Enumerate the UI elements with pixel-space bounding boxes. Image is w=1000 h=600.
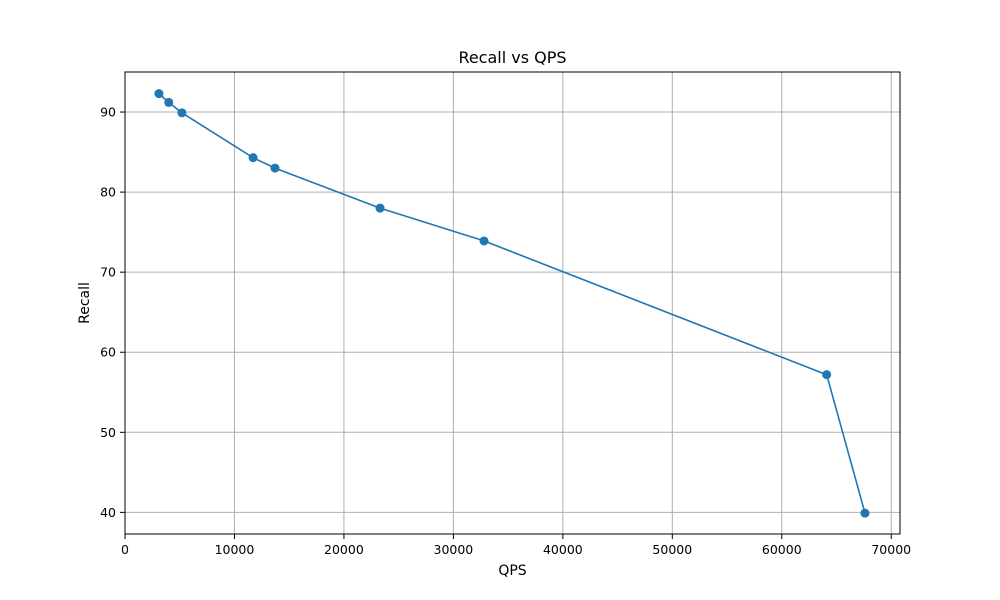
data-point bbox=[822, 370, 832, 380]
data-point bbox=[270, 163, 280, 173]
data-point bbox=[248, 153, 258, 163]
y-tick-label: 50 bbox=[100, 425, 116, 440]
data-point bbox=[177, 108, 187, 118]
y-tick-label: 70 bbox=[100, 265, 116, 280]
y-tick-label: 60 bbox=[100, 345, 116, 360]
data-point bbox=[164, 97, 174, 107]
x-axis-label: QPS bbox=[498, 563, 526, 579]
y-axis-label: Recall bbox=[77, 282, 93, 324]
data-point bbox=[154, 89, 164, 99]
x-tick-label: 20000 bbox=[324, 542, 364, 557]
data-point bbox=[375, 203, 385, 213]
x-tick-label: 10000 bbox=[215, 542, 255, 557]
data-point bbox=[479, 236, 489, 246]
x-tick-label: 70000 bbox=[871, 542, 911, 557]
chart-title: Recall vs QPS bbox=[458, 48, 566, 67]
x-tick-label: 60000 bbox=[762, 542, 802, 557]
y-tick-label: 40 bbox=[100, 505, 116, 520]
grid-lines bbox=[124, 72, 900, 534]
y-tick-label: 80 bbox=[100, 185, 116, 200]
series-layer bbox=[154, 89, 870, 518]
x-tick-label: 50000 bbox=[652, 542, 692, 557]
x-tick-label: 0 bbox=[121, 542, 129, 557]
x-tick-label: 40000 bbox=[543, 542, 583, 557]
x-tick-label: 30000 bbox=[434, 542, 474, 557]
data-point bbox=[860, 508, 870, 518]
y-tick-label: 90 bbox=[100, 105, 116, 120]
axis-ticks: 0 10000 20000 30000 40000 50000 60000 70000 40 50… bbox=[100, 105, 911, 557]
plot-frame bbox=[124, 71, 901, 535]
